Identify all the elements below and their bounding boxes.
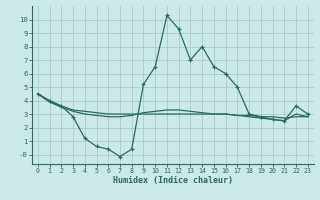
X-axis label: Humidex (Indice chaleur): Humidex (Indice chaleur) xyxy=(113,176,233,185)
